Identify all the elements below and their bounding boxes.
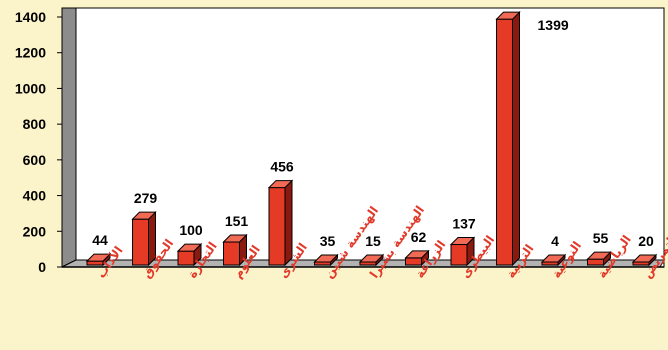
- bar-top: [495, 11, 521, 20]
- y-tick-label: 200: [23, 223, 47, 239]
- data-label: 62: [411, 229, 427, 245]
- bar-top: [358, 254, 385, 263]
- bar: [496, 18, 513, 266]
- y-tick-label: 400: [23, 188, 47, 204]
- y-tick-label: 1400: [15, 9, 46, 25]
- bar-top: [85, 253, 112, 262]
- data-label: 279: [134, 190, 158, 206]
- data-label: 4: [551, 233, 559, 249]
- bar-top: [631, 254, 658, 263]
- bar-top: [540, 254, 567, 263]
- data-label: 20: [638, 233, 654, 249]
- bar-top: [131, 211, 157, 220]
- y-tick-label: 800: [23, 116, 47, 132]
- bar-top: [222, 234, 248, 243]
- data-label: 15: [365, 233, 381, 249]
- data-label: 456: [270, 159, 294, 175]
- bar-top: [449, 237, 476, 246]
- data-label: 55: [593, 230, 609, 246]
- data-label: 151: [225, 213, 249, 229]
- bar: [132, 218, 149, 266]
- chart-wall: [61, 7, 77, 268]
- y-tick-label: 1200: [15, 45, 46, 61]
- bar-top: [404, 250, 430, 259]
- data-label: 137: [452, 216, 476, 232]
- data-label: 100: [179, 222, 203, 238]
- bar: [268, 187, 286, 266]
- y-tick-label: 0: [38, 259, 46, 275]
- y-tick-label: 1000: [15, 80, 46, 96]
- plot-area: [61, 7, 665, 268]
- y-tick-label: 600: [23, 152, 47, 168]
- bar-top: [586, 251, 612, 260]
- data-label: 44: [92, 232, 108, 248]
- data-label: 35: [320, 233, 336, 249]
- bar-top: [176, 243, 203, 252]
- bar-side: [512, 10, 520, 267]
- bar-top: [267, 180, 294, 189]
- bar-top: [313, 254, 339, 263]
- data-label: 1399: [538, 17, 569, 33]
